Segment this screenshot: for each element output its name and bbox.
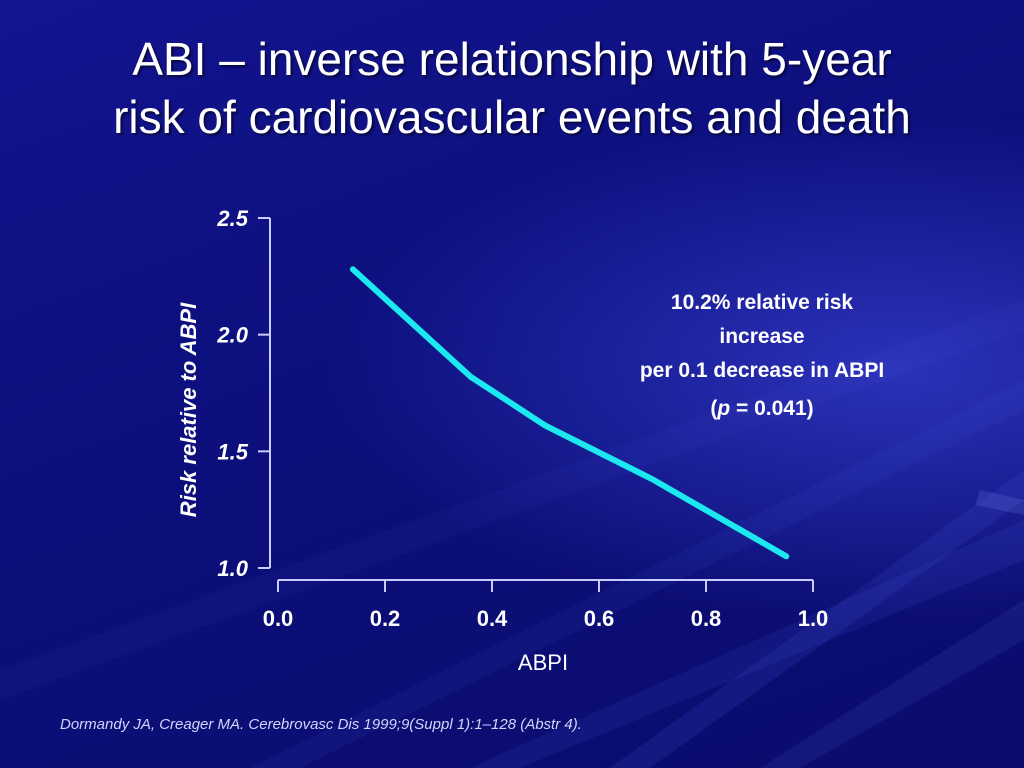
x-ticks: 0.0 0.2 0.4 0.6 0.8 1.0 [263, 580, 829, 631]
slide-title: ABI – inverse relationship with 5-year r… [0, 30, 1024, 146]
series-layer [349, 266, 790, 560]
x-axis-title: ABPI [518, 650, 568, 675]
x-tick-label: 0.2 [370, 606, 401, 631]
annotation-line-3: per 0.1 decrease in ABPI [639, 359, 885, 382]
risk-series-line [349, 266, 790, 560]
p-value-rest: = 0.041) [730, 397, 814, 420]
x-tick-label: 1.0 [798, 606, 829, 631]
x-tick-label: 0.0 [263, 606, 294, 631]
y-axis-title: Risk relative to ABPI [176, 302, 201, 517]
y-tick-label: 2.5 [216, 206, 248, 231]
annotation-line-2: increase [719, 325, 805, 348]
annotation-line-1: 10.2% relative risk [670, 291, 854, 314]
x-tick-label: 0.4 [477, 606, 508, 631]
slide-title-line-1: ABI – inverse relationship with 5-year [132, 33, 892, 85]
x-tick-label: 0.8 [691, 606, 722, 631]
y-tick-label: 2.0 [216, 323, 248, 348]
citation: Dormandy JA, Creager MA. Cerebrovasc Dis… [60, 716, 582, 733]
y-tick-label: 1.0 [217, 556, 248, 581]
p-value-symbol: p [717, 397, 731, 420]
p-value-open: ( [710, 397, 718, 420]
slide-title-line-2: risk of cardiovascular events and death [113, 91, 911, 143]
y-ticks: 2.5 2.0 1.5 1.0 [216, 206, 270, 581]
p-value: (p = 0.041) [570, 392, 954, 426]
x-tick-label: 0.6 [584, 606, 615, 631]
y-tick-label: 1.5 [217, 439, 248, 464]
relative-risk-annotation: 10.2% relative risk increase per 0.1 dec… [570, 286, 954, 426]
